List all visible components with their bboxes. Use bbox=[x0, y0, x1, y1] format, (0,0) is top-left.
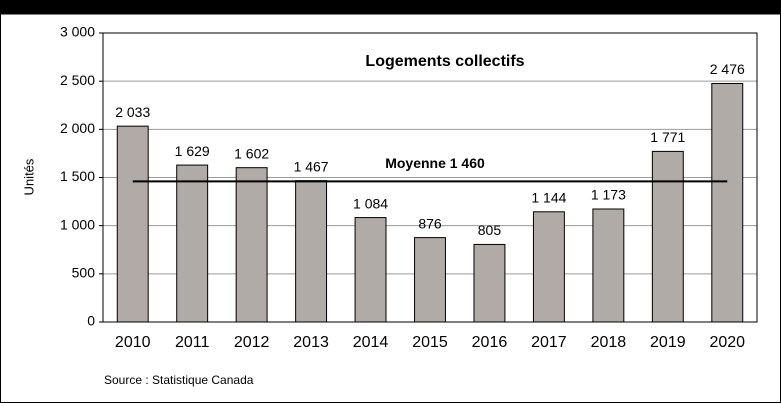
bar bbox=[116, 125, 149, 323]
y-tick-label: 1 000 bbox=[60, 216, 95, 232]
x-tick-label: 2013 bbox=[293, 334, 329, 351]
bar bbox=[235, 167, 268, 323]
x-tick-label: 2010 bbox=[115, 334, 151, 351]
y-tick-label: 1 500 bbox=[60, 168, 95, 184]
x-tick-label: 2017 bbox=[531, 334, 567, 351]
bar bbox=[176, 164, 209, 323]
bar bbox=[295, 180, 328, 323]
value-label: 1 467 bbox=[294, 158, 329, 174]
x-tick-label: 2015 bbox=[412, 334, 448, 351]
bar bbox=[473, 243, 506, 323]
y-tick-label: 0 bbox=[87, 313, 95, 329]
header-bar bbox=[0, 0, 781, 14]
value-label: 2 033 bbox=[115, 104, 150, 120]
bar bbox=[651, 150, 684, 323]
x-tick-label: 2011 bbox=[175, 334, 210, 351]
y-tick-label: 2 000 bbox=[60, 120, 95, 136]
x-tick-label: 2016 bbox=[472, 334, 508, 351]
source-note: Source : Statistique Canada bbox=[104, 373, 254, 387]
y-axis-label: Unités bbox=[21, 158, 36, 195]
y-tick-label: 2 500 bbox=[60, 72, 95, 88]
bar bbox=[711, 82, 744, 323]
bar bbox=[414, 237, 446, 323]
x-tick-label: 2018 bbox=[591, 334, 627, 351]
bar bbox=[592, 208, 625, 323]
value-label: 1 173 bbox=[591, 187, 626, 203]
x-tick-label: 2014 bbox=[353, 334, 389, 351]
y-tick-label: 3 000 bbox=[60, 24, 95, 40]
x-tick-label: 2019 bbox=[650, 334, 686, 351]
x-tick-label: 2020 bbox=[709, 334, 745, 351]
bar bbox=[532, 211, 565, 323]
value-label: 2 476 bbox=[710, 61, 745, 77]
value-label: 1 084 bbox=[353, 195, 388, 211]
value-label: 1 771 bbox=[650, 129, 685, 145]
value-label: 1 602 bbox=[234, 145, 269, 161]
value-label: 876 bbox=[418, 215, 442, 231]
value-label: 1 144 bbox=[531, 189, 566, 205]
y-tick-label: 500 bbox=[72, 265, 96, 281]
average-label: Moyenne 1 460 bbox=[385, 155, 485, 171]
value-label: 805 bbox=[478, 222, 502, 238]
value-label: 1 629 bbox=[175, 143, 210, 159]
x-tick-label: 2012 bbox=[234, 334, 270, 351]
bar bbox=[354, 217, 387, 323]
chart-title: Logements collectifs bbox=[365, 53, 524, 70]
